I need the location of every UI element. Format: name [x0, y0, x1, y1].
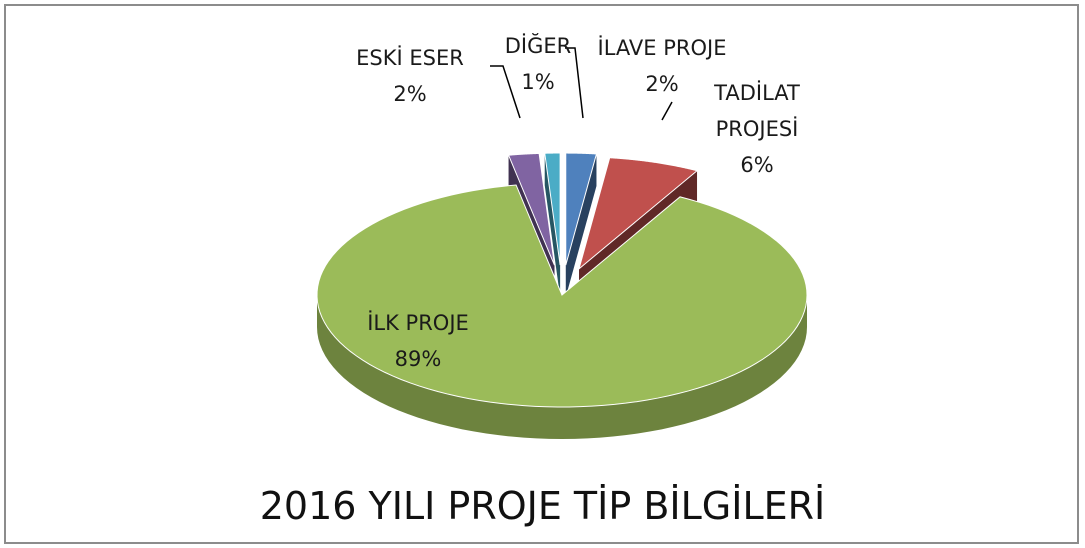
- slice-wall: [565, 153, 597, 298]
- value-label: 6%: [740, 153, 774, 177]
- slice: [544, 152, 561, 266]
- slice: [565, 152, 598, 266]
- data-label: İLAVE PROJE 2%: [592, 30, 732, 102]
- category-label: İLK PROJE: [367, 311, 469, 335]
- leader-line: [565, 47, 584, 119]
- data-label: İLK PROJE 89%: [328, 305, 508, 377]
- slice: [316, 184, 808, 408]
- leader-line: [661, 101, 673, 121]
- value-label: 89%: [394, 347, 442, 371]
- category-label: İLAVE PROJE: [597, 36, 727, 60]
- category-label: ESKİ ESER: [356, 46, 464, 70]
- category-label: TADİLAT PROJESİ: [714, 81, 800, 141]
- chart-title: 2016 YILI PROJE TİP BİLGİLERİ: [259, 484, 826, 528]
- data-label: ESKİ ESER 2%: [330, 40, 490, 112]
- value-label: 2%: [645, 72, 679, 96]
- category-label: DİĞER: [504, 34, 572, 58]
- data-label: TADİLAT PROJESİ 6%: [697, 75, 817, 183]
- slice: [578, 157, 699, 271]
- slice-wall: [544, 153, 561, 298]
- value-label: 2%: [393, 82, 427, 106]
- value-label: 1%: [521, 70, 555, 94]
- data-label: DİĞER 1%: [493, 28, 583, 100]
- leader-line: [490, 65, 521, 119]
- chart-frame: [4, 4, 1079, 544]
- slice: [507, 152, 555, 266]
- slice-side: [317, 295, 807, 439]
